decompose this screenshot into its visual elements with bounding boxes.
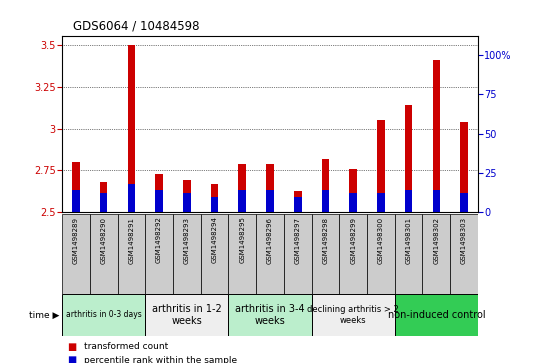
Bar <box>284 214 312 294</box>
Text: GSM1498289: GSM1498289 <box>73 217 79 264</box>
Bar <box>377 120 384 212</box>
Bar <box>127 45 135 212</box>
Bar <box>405 105 413 212</box>
Bar <box>118 214 145 294</box>
Bar <box>183 193 191 212</box>
Text: GSM1498293: GSM1498293 <box>184 217 190 264</box>
Text: ■: ■ <box>68 355 77 363</box>
Text: GSM1498291: GSM1498291 <box>129 217 134 264</box>
Bar <box>145 214 173 294</box>
Bar <box>433 190 440 212</box>
Text: arthritis in 0-3 days: arthritis in 0-3 days <box>66 310 141 319</box>
Bar <box>127 184 135 212</box>
Text: GSM1498297: GSM1498297 <box>295 217 301 264</box>
Text: GSM1498294: GSM1498294 <box>212 217 218 264</box>
Text: ■: ■ <box>68 342 77 352</box>
Bar <box>266 190 274 212</box>
Bar <box>100 182 107 212</box>
Bar <box>377 193 384 212</box>
Text: GSM1498298: GSM1498298 <box>322 217 328 264</box>
Text: GDS6064 / 10484598: GDS6064 / 10484598 <box>73 20 199 33</box>
Bar <box>450 214 478 294</box>
Bar <box>239 190 246 212</box>
Bar <box>72 190 80 212</box>
Bar <box>349 193 357 212</box>
Bar <box>183 180 191 212</box>
Bar <box>367 214 395 294</box>
Bar <box>312 214 339 294</box>
Text: declining arthritis > 2
weeks: declining arthritis > 2 weeks <box>307 305 399 325</box>
Bar <box>322 190 329 212</box>
Bar <box>201 214 228 294</box>
Text: arthritis in 1-2
weeks: arthritis in 1-2 weeks <box>152 304 222 326</box>
Bar <box>322 159 329 212</box>
Bar <box>211 197 218 212</box>
Text: GSM1498299: GSM1498299 <box>350 217 356 264</box>
Bar <box>433 60 440 212</box>
Bar <box>294 197 301 212</box>
Text: transformed count: transformed count <box>84 342 168 351</box>
Bar <box>395 214 422 294</box>
Bar <box>62 214 90 294</box>
Text: time ▶: time ▶ <box>29 310 59 319</box>
Text: GSM1498303: GSM1498303 <box>461 217 467 264</box>
Bar <box>173 214 201 294</box>
Bar <box>211 184 218 212</box>
Text: GSM1498292: GSM1498292 <box>156 217 162 264</box>
Text: arthritis in 3-4
weeks: arthritis in 3-4 weeks <box>235 304 305 326</box>
Bar <box>422 214 450 294</box>
Bar <box>460 122 468 212</box>
Bar <box>395 294 478 336</box>
Text: percentile rank within the sample: percentile rank within the sample <box>84 356 237 363</box>
Bar <box>228 214 256 294</box>
Text: GSM1498296: GSM1498296 <box>267 217 273 264</box>
Text: GSM1498290: GSM1498290 <box>100 217 107 264</box>
Bar <box>228 294 312 336</box>
Text: GSM1498301: GSM1498301 <box>406 217 411 264</box>
Bar <box>156 190 163 212</box>
Text: GSM1498302: GSM1498302 <box>433 217 440 264</box>
Bar <box>294 191 301 212</box>
Bar <box>460 193 468 212</box>
Bar <box>256 214 284 294</box>
Bar <box>100 193 107 212</box>
Bar <box>239 164 246 212</box>
Bar <box>405 190 413 212</box>
Bar <box>62 294 145 336</box>
Text: non-induced control: non-induced control <box>388 310 485 320</box>
Text: GSM1498300: GSM1498300 <box>378 217 384 264</box>
Bar <box>72 162 80 212</box>
Bar <box>312 294 395 336</box>
Bar <box>339 214 367 294</box>
Bar <box>349 169 357 212</box>
Bar <box>90 214 118 294</box>
Text: GSM1498295: GSM1498295 <box>239 217 245 264</box>
Bar <box>266 164 274 212</box>
Bar <box>156 174 163 212</box>
Bar <box>145 294 228 336</box>
